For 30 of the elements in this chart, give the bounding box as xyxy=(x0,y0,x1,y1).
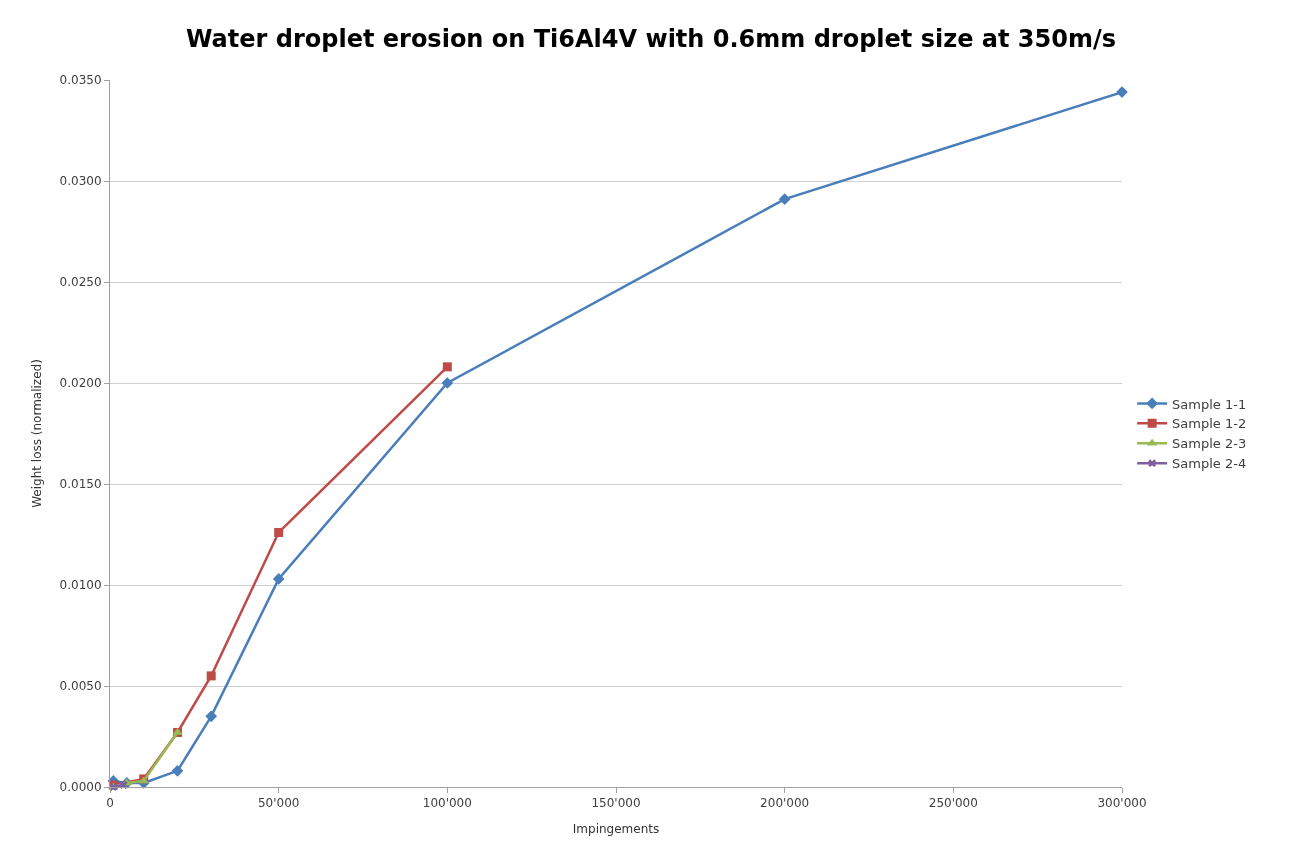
y-tick-label: 0.0200 xyxy=(59,376,102,391)
y-tick-label: 0.0300 xyxy=(59,174,102,189)
y-tick-label: 0.0250 xyxy=(59,275,102,290)
y-tick-label: 0.0050 xyxy=(59,679,102,694)
legend-label: Sample 2-3 xyxy=(1172,436,1247,452)
y-tick-label: 0.0350 xyxy=(59,73,102,88)
point xyxy=(205,710,218,723)
x-tick-label: 50'000 xyxy=(257,796,300,811)
point xyxy=(441,377,454,389)
x-tick-label: 200'000 xyxy=(760,796,810,811)
x-tick-label: 300'000 xyxy=(1097,796,1147,811)
x-tick-label: 0 xyxy=(106,796,114,811)
point xyxy=(778,193,791,206)
point xyxy=(274,527,284,537)
point xyxy=(272,573,285,585)
y-axis-title: Weight loss (normalized) xyxy=(29,359,44,508)
x-tick-label: 100'000 xyxy=(422,796,472,811)
x-tick-label: 150'000 xyxy=(591,796,641,811)
y-tick-label: 0.0150 xyxy=(59,477,102,492)
x-tick-label: 250'000 xyxy=(928,796,978,811)
legend-label: Sample 1-1 xyxy=(1172,396,1247,412)
point xyxy=(206,671,216,681)
legend-label: Sample 2-4 xyxy=(1172,456,1247,472)
point xyxy=(442,362,452,372)
chart-title: Water droplet erosion on Ti6Al4V with 0.6mm droplet size at 350m/s xyxy=(186,24,1116,53)
y-tick-label: 0.0100 xyxy=(59,578,102,593)
x-axis-title: Impingements xyxy=(572,822,660,837)
point xyxy=(171,764,184,777)
y-tick-label: 0.0000 xyxy=(59,780,102,795)
legend-label: Sample 1-2 xyxy=(1172,416,1247,432)
